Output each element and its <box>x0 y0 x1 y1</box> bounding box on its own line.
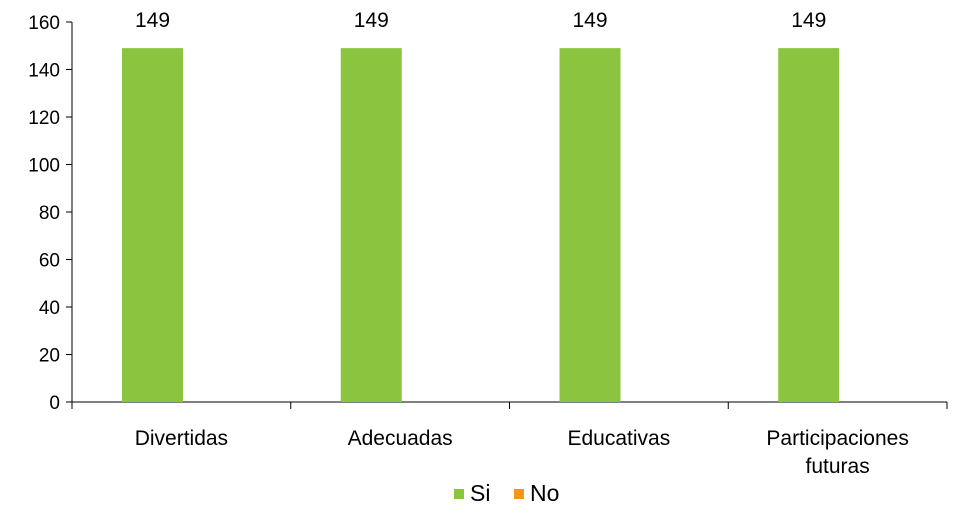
y-tick-label: 0 <box>49 393 60 414</box>
y-tick-label: 160 <box>28 13 60 34</box>
y-tick-label: 60 <box>39 251 60 272</box>
data-label: 149 <box>791 9 826 32</box>
data-label: 149 <box>354 9 389 32</box>
data-label: 149 <box>135 9 170 32</box>
legend-label-no: No <box>530 480 559 506</box>
category-label: futuras <box>806 455 870 478</box>
legend-label-si: Si <box>470 480 490 506</box>
bar-si <box>778 48 840 402</box>
legend-swatch-no <box>514 489 524 499</box>
labels: 149 Divertidas 149 Adecuadas 149 Educativas 14… <box>135 9 909 478</box>
y-tick-label: 80 <box>39 203 60 224</box>
category-label: Educativas <box>568 427 671 450</box>
y-tick-label: 120 <box>28 108 60 129</box>
y-tick-label: 20 <box>39 346 60 367</box>
axes: 0 20 40 60 80 100 120 140 160 <box>28 13 948 414</box>
category-label: Divertidas <box>135 427 228 450</box>
y-tick-label: 100 <box>28 156 60 177</box>
legend-swatch-si <box>454 489 464 499</box>
legend: Si No <box>454 480 559 506</box>
bars <box>122 48 840 402</box>
y-tick-label: 140 <box>28 61 60 82</box>
category-label: Participaciones <box>766 427 908 450</box>
bar-si <box>559 48 621 402</box>
bar-si <box>340 48 402 402</box>
category-label: Adecuadas <box>348 427 453 450</box>
bar-si <box>122 48 183 402</box>
data-label: 149 <box>572 9 607 32</box>
y-tick-label: 40 <box>39 298 60 319</box>
